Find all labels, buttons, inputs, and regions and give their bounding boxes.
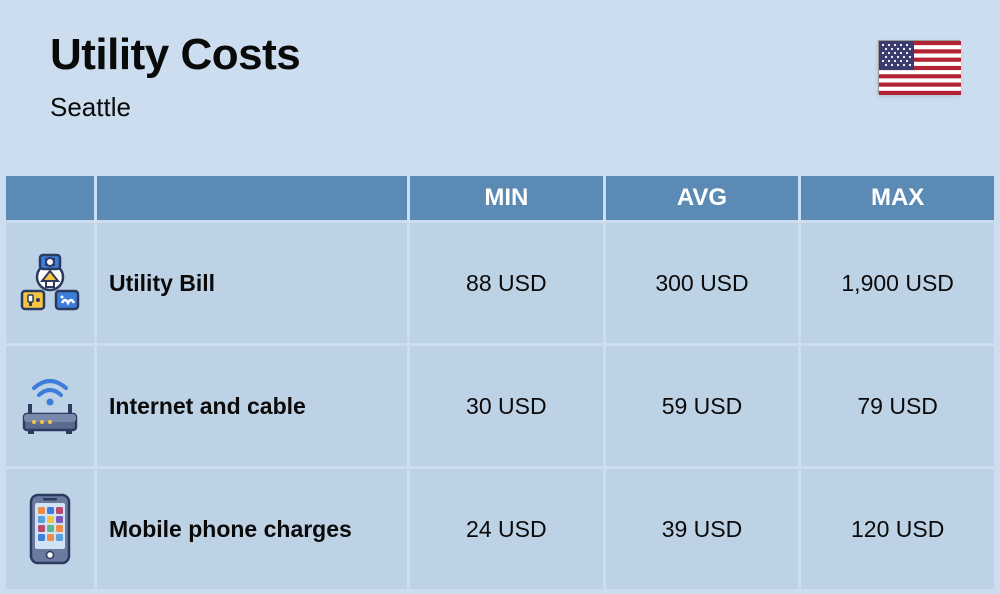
col-header-avg: AVG <box>606 176 799 220</box>
row-min: 24 USD <box>410 469 603 589</box>
row-min: 88 USD <box>410 223 603 343</box>
row-avg: 59 USD <box>606 346 799 466</box>
table-header-row: MIN AVG MAX <box>6 176 994 220</box>
row-max: 1,900 USD <box>801 223 994 343</box>
row-name: Internet and cable <box>97 346 407 466</box>
row-name: Utility Bill <box>97 223 407 343</box>
table-row: Internet and cable 30 USD 59 USD 79 USD <box>6 346 994 466</box>
table-row: Mobile phone charges 24 USD 39 USD 120 U… <box>6 469 994 589</box>
col-header-max: MAX <box>801 176 994 220</box>
col-header-min: MIN <box>410 176 603 220</box>
router-icon <box>6 346 94 466</box>
row-max: 120 USD <box>801 469 994 589</box>
col-header-icon <box>6 176 94 220</box>
row-icon-cell <box>6 223 94 343</box>
row-avg: 300 USD <box>606 223 799 343</box>
row-name: Mobile phone charges <box>97 469 407 589</box>
page-title: Utility Costs <box>50 30 300 80</box>
col-header-name <box>97 176 407 220</box>
row-icon-cell <box>6 346 94 466</box>
page-subtitle: Seattle <box>50 92 300 123</box>
utility-icon <box>6 223 94 343</box>
phone-icon <box>6 469 94 589</box>
utility-costs-table: MIN AVG MAX <box>3 173 997 592</box>
table-row: Utility Bill 88 USD 300 USD 1,900 USD <box>6 223 994 343</box>
row-icon-cell <box>6 469 94 589</box>
title-block: Utility Costs Seattle <box>50 30 300 123</box>
row-avg: 39 USD <box>606 469 799 589</box>
us-flag-icon <box>878 40 960 94</box>
row-max: 79 USD <box>801 346 994 466</box>
row-min: 30 USD <box>410 346 603 466</box>
header: Utility Costs Seattle <box>0 0 1000 153</box>
